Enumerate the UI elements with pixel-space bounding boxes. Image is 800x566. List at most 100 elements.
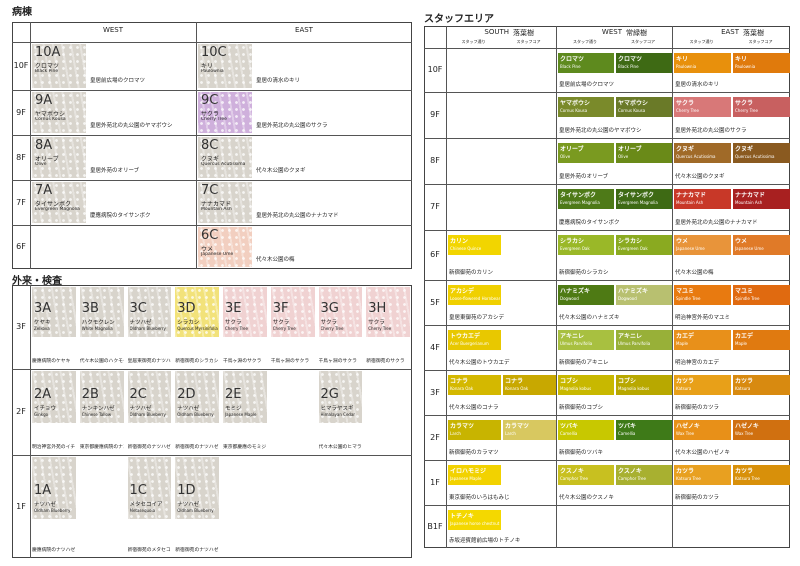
tag-name: クロマツ <box>618 56 643 63</box>
tree-name: クヌギ <box>201 156 220 163</box>
room-code: 2C <box>129 386 147 402</box>
room-code: 1C <box>129 482 147 498</box>
tree-tag <box>558 97 614 117</box>
tag-latin: Evergreen Oak <box>618 246 648 251</box>
place: 皇居外苑北の丸公園のサクラ <box>675 128 747 134</box>
tree-tag <box>558 235 614 255</box>
tree-tag <box>674 53 731 73</box>
tag-latin: Konara Oak <box>505 386 529 391</box>
rule <box>12 90 412 91</box>
rule <box>196 22 197 269</box>
tree-tag <box>616 465 672 485</box>
tree-name: ナツハゼ <box>177 405 200 412</box>
tag-latin: Black Pine <box>560 64 581 69</box>
tag-name: タイサンボク <box>618 192 655 199</box>
tree-name: ナツハゼ <box>177 501 200 508</box>
tag-latin: Dogwood <box>618 296 637 301</box>
tree-latin: Quercus Acutissima <box>201 162 246 167</box>
tree-tag <box>674 285 731 305</box>
place: 明治神宮外苑のマユミ <box>675 315 731 321</box>
tag-name: カツラ <box>735 468 754 475</box>
room-code: 9A <box>35 93 53 108</box>
floor-label: 3F <box>16 322 26 331</box>
tree-tag <box>616 375 672 395</box>
tag-name: キリ <box>676 56 689 63</box>
tree-tag <box>558 285 614 305</box>
tag-name: アカシデ <box>450 288 475 295</box>
tag-name: コブシ <box>618 378 637 385</box>
tag-latin: Mountain Ash <box>735 200 763 205</box>
place: 代々木公園のハゼノキ <box>675 450 730 456</box>
place: 新宿御苑のカリン <box>449 270 494 276</box>
place: 新宿御苑のコブシ <box>559 405 604 411</box>
tree-latin: Oldham Blueberry <box>177 411 214 417</box>
tree-latin: Himalayan Cedar <box>320 411 356 417</box>
tag-latin: Black Pine <box>618 64 639 69</box>
place: 皇居外苑北の丸公園のサクラ <box>256 123 328 129</box>
tree-name: サクラ <box>201 111 220 118</box>
floor-label: 10F <box>427 65 443 74</box>
place: 慶應病院のケヤキ <box>32 359 71 364</box>
rule <box>556 26 557 548</box>
place: 新宿御苑のカツラ <box>675 405 720 411</box>
tree-image <box>32 137 86 178</box>
tag-latin: Quercus Acutissima <box>676 154 716 159</box>
rule <box>12 455 412 456</box>
place: 皇居外苑北の丸公園のヤマボウシ <box>559 128 642 134</box>
tree-tag <box>558 143 614 163</box>
room-code: 1A <box>34 482 52 498</box>
room-code: 2G <box>320 386 339 402</box>
place: 皇居外苑北の丸公園のナナカマド <box>675 220 758 226</box>
tree-name: メタセコイア <box>129 501 163 508</box>
rule <box>424 280 790 281</box>
tag-latin: Evergreen Magnolia <box>560 200 600 205</box>
tag-latin: Camellia <box>560 431 578 436</box>
tree-latin: Metasequoia <box>129 507 156 513</box>
tag-name: マユミ <box>735 288 754 295</box>
room-code: 8C <box>201 138 219 153</box>
place: 新宿御苑のアキニレ <box>559 360 609 366</box>
tag-name: カツラ <box>676 378 695 385</box>
tree-name: キリ <box>201 63 214 70</box>
tree-name: ヤマボウシ <box>35 111 66 118</box>
rule <box>424 460 790 461</box>
tag-name: トウカエデ <box>450 333 481 340</box>
place: 皇居外苑のオリーブ <box>559 174 609 180</box>
floor-label: 1F <box>430 478 440 487</box>
room-code: 3F <box>272 301 289 317</box>
tree-name: サクラ <box>272 320 290 327</box>
tree-tag <box>448 285 501 305</box>
tree-name: ナナカマド <box>201 201 232 208</box>
tree-tag <box>674 97 731 117</box>
tag-latin: Wax Tree <box>735 431 754 436</box>
room-code: 8A <box>35 138 53 153</box>
room-code: 3C <box>129 301 147 317</box>
tree-latin: Mountain Ash <box>201 207 232 212</box>
place: 皇居外苑のオリーブ <box>90 168 140 174</box>
floor-label: 1F <box>16 502 26 511</box>
tree-name: ケヤキ <box>34 320 51 327</box>
tree-latin: Oldham Blueberry <box>129 411 166 417</box>
tree-tag <box>616 330 672 350</box>
tree-latin: Paulownia <box>201 69 224 74</box>
place: 代々木公園の梅 <box>675 270 714 276</box>
place: 代々木公園のヒマラヤスギ <box>318 445 363 450</box>
tree-name: サクラ <box>320 320 338 327</box>
place: 明治神宮外苑のイチョウ <box>32 445 76 450</box>
column-direction: WEST <box>601 28 622 36</box>
subheader: スタッフ通り <box>461 39 486 44</box>
tag-name: カリン <box>450 238 469 245</box>
place: 新宿御苑のナツハゼ <box>127 445 171 450</box>
tag-name: ヤマボウシ <box>618 100 649 107</box>
tag-latin: Larch <box>450 431 461 436</box>
tree-tag <box>733 330 790 350</box>
tree-name: オリーブ <box>35 156 59 163</box>
tree-image <box>198 137 252 178</box>
place: 代々木公園のクスノキ <box>559 495 614 501</box>
tree-tag <box>674 143 731 163</box>
tree-tag <box>448 465 501 485</box>
tree-latin: Chinese Tallow <box>81 411 112 417</box>
tree-tag <box>558 420 614 440</box>
tree-tag <box>503 375 556 395</box>
place: 新宿御苑のシラカシ <box>559 270 609 276</box>
